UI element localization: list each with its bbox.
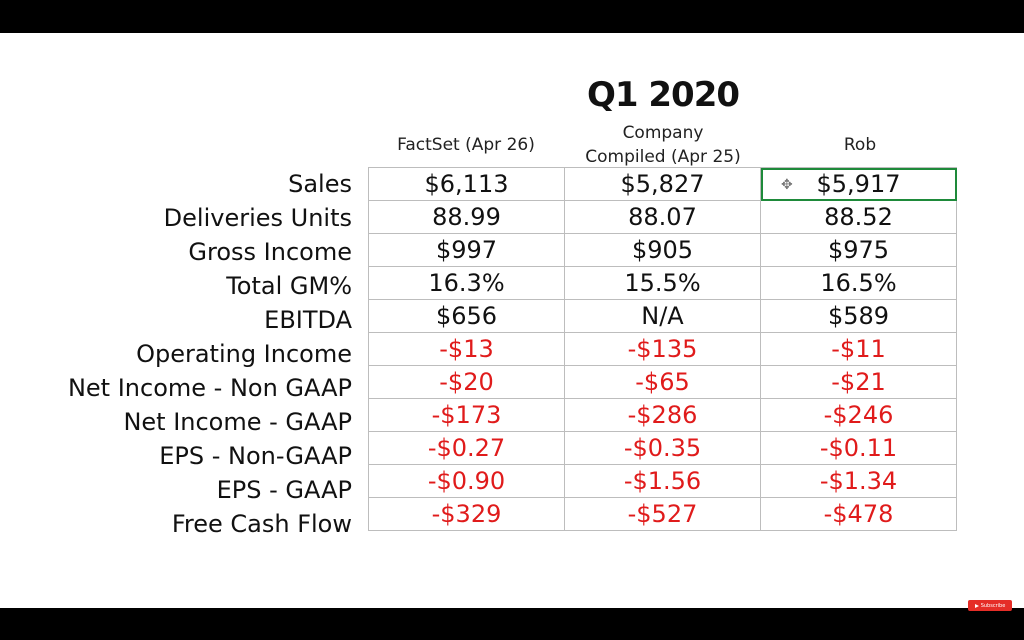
table-cell[interactable]: -$1.34 bbox=[760, 464, 957, 498]
table-cell[interactable]: -$1.56 bbox=[564, 464, 761, 498]
table-cell[interactable]: -$0.27 bbox=[368, 431, 565, 465]
table-cell[interactable]: -$329 bbox=[368, 497, 565, 531]
estimates-table: $6,113 $5,827 ✥ $5,917 88.99 88.07 88.52 $997 $9… bbox=[368, 167, 957, 531]
row-label: EPS - GAAP bbox=[216, 476, 352, 504]
table-cell[interactable]: -$65 bbox=[564, 365, 761, 399]
table-cell[interactable]: $589 bbox=[760, 299, 957, 333]
table-row: $6,113 $5,827 ✥ $5,917 bbox=[368, 167, 957, 201]
row-label: EPS - Non-GAAP bbox=[159, 442, 352, 470]
play-icon bbox=[974, 603, 979, 608]
table-cell[interactable]: 15.5% bbox=[564, 266, 761, 300]
row-label: Gross Income bbox=[188, 238, 352, 266]
table-cell[interactable]: $997 bbox=[368, 233, 565, 267]
table-cell[interactable]: -$20 bbox=[368, 365, 565, 399]
selected-cell-value: $5,917 bbox=[816, 170, 901, 198]
column-header-rob: Rob bbox=[843, 135, 877, 155]
table-cell[interactable]: -$0.11 bbox=[760, 431, 957, 465]
table-cell[interactable]: $656 bbox=[368, 299, 565, 333]
table-cell[interactable]: -$286 bbox=[564, 398, 761, 432]
table-cell[interactable]: -$11 bbox=[760, 332, 957, 366]
table-row: -$173 -$286 -$246 bbox=[368, 398, 957, 432]
table-cell[interactable]: -$13 bbox=[368, 332, 565, 366]
table-cell[interactable]: -$478 bbox=[760, 497, 957, 531]
table-row: $656 N/A $589 bbox=[368, 299, 957, 333]
row-label: Free Cash Flow bbox=[171, 510, 352, 538]
row-label: Sales bbox=[288, 170, 352, 198]
subscribe-label: Subscribe bbox=[980, 602, 1006, 609]
table-row: -$0.90 -$1.56 -$1.34 bbox=[368, 464, 957, 498]
table-row: 16.3% 15.5% 16.5% bbox=[368, 266, 957, 300]
row-label: Operating Income bbox=[136, 340, 352, 368]
table-cell[interactable]: -$21 bbox=[760, 365, 957, 399]
table-cell[interactable]: $975 bbox=[760, 233, 957, 267]
table-row: 88.99 88.07 88.52 bbox=[368, 200, 957, 234]
table-cell[interactable]: 88.07 bbox=[564, 200, 761, 234]
table-row: -$20 -$65 -$21 bbox=[368, 365, 957, 399]
table-cell[interactable]: $5,827 bbox=[564, 167, 761, 201]
table-cell[interactable]: 16.5% bbox=[760, 266, 957, 300]
slide-canvas: Q1 2020 FactSet (Apr 26) Company Compile… bbox=[0, 33, 1024, 608]
column-header-factset: FactSet (Apr 26) bbox=[397, 135, 535, 155]
column-header-company: Company Compiled (Apr 25) bbox=[585, 123, 741, 167]
table-cell[interactable]: -$0.35 bbox=[564, 431, 761, 465]
crosshair-cursor-icon: ✥ bbox=[781, 177, 793, 193]
table-cell[interactable]: $6,113 bbox=[368, 167, 565, 201]
table-cell[interactable]: -$0.90 bbox=[368, 464, 565, 498]
subscribe-button[interactable]: Subscribe bbox=[968, 600, 1012, 611]
table-cell[interactable]: 16.3% bbox=[368, 266, 565, 300]
table-title: Q1 2020 bbox=[586, 75, 740, 115]
table-cell[interactable]: -$246 bbox=[760, 398, 957, 432]
row-label: Deliveries Units bbox=[163, 204, 352, 232]
table-row: $997 $905 $975 bbox=[368, 233, 957, 267]
row-label: Total GM% bbox=[226, 272, 352, 300]
row-labels: Sales Deliveries Units Gross Income Total G… bbox=[10, 167, 352, 541]
table-cell[interactable]: 88.52 bbox=[760, 200, 957, 234]
row-label: Net Income - Non GAAP bbox=[67, 374, 352, 402]
table-row: -$13 -$135 -$11 bbox=[368, 332, 957, 366]
table-row: -$329 -$527 -$478 bbox=[368, 497, 957, 531]
table-cell[interactable]: N/A bbox=[564, 299, 761, 333]
table-row: -$0.27 -$0.35 -$0.11 bbox=[368, 431, 957, 465]
table-cell[interactable]: $905 bbox=[564, 233, 761, 267]
table-cell[interactable]: 88.99 bbox=[368, 200, 565, 234]
table-cell[interactable]: -$527 bbox=[564, 497, 761, 531]
table-cell[interactable]: -$173 bbox=[368, 398, 565, 432]
row-label: EBITDA bbox=[264, 306, 352, 334]
selected-cell[interactable]: ✥ $5,917 bbox=[760, 167, 957, 201]
row-label: Net Income - GAAP bbox=[123, 408, 352, 436]
table-cell[interactable]: -$135 bbox=[564, 332, 761, 366]
